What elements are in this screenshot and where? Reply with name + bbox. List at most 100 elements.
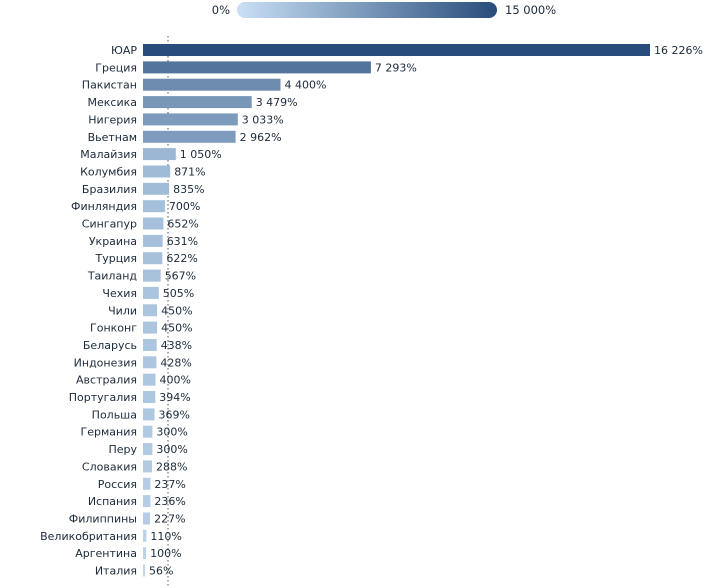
category-label: Германия <box>81 426 137 439</box>
bar <box>143 44 650 56</box>
category-label: Перу <box>108 443 137 456</box>
value-label: 3 479% <box>256 96 298 109</box>
value-label: 237% <box>154 478 185 491</box>
category-label: Словакия <box>82 460 137 473</box>
value-label: 110% <box>150 530 181 543</box>
value-label: 394% <box>159 391 190 404</box>
value-label: 369% <box>159 408 190 421</box>
category-label: Греция <box>95 61 137 74</box>
bar <box>143 200 165 213</box>
category-label: Италия <box>95 565 137 578</box>
bar <box>143 234 163 247</box>
bar <box>143 373 156 386</box>
value-label: 1 050% <box>180 148 222 161</box>
color-scale-legend: 0% 15 000% <box>212 2 556 18</box>
category-label: Беларусь <box>83 339 137 352</box>
category-label: Аргентина <box>75 547 137 560</box>
bar <box>143 529 147 542</box>
bar <box>143 356 157 369</box>
category-label: Таиланд <box>87 270 138 283</box>
category-label: Бразилия <box>82 183 137 196</box>
bar <box>143 165 171 178</box>
bar <box>143 339 157 351</box>
bar <box>143 61 371 74</box>
category-label: Финляндия <box>71 200 137 213</box>
bar <box>143 286 159 299</box>
value-label: 450% <box>161 322 192 335</box>
value-label: 56% <box>149 565 173 578</box>
category-label: Польша <box>92 408 137 421</box>
category-label: Малайзия <box>80 148 137 161</box>
bar <box>143 182 170 195</box>
value-label: 300% <box>156 443 187 456</box>
scale-max-label: 15 000% <box>505 3 556 17</box>
category-label: Колумбия <box>80 166 137 179</box>
bar <box>143 304 158 317</box>
category-label: Нигерия <box>88 113 137 126</box>
bar <box>143 564 145 577</box>
bar <box>143 425 153 438</box>
value-label: 631% <box>167 235 198 248</box>
value-label: 622% <box>166 252 197 265</box>
value-label: 652% <box>167 218 198 231</box>
bar <box>143 512 151 525</box>
value-label: 2 962% <box>240 131 282 144</box>
category-label: Чехия <box>102 287 137 300</box>
category-label: Австралия <box>76 374 137 387</box>
bar <box>143 495 151 508</box>
value-label: 4 400% <box>285 79 327 92</box>
value-label: 400% <box>160 374 191 387</box>
bar <box>143 460 152 473</box>
category-label: Сингапур <box>82 218 137 231</box>
bar <box>143 252 163 265</box>
bar <box>143 391 156 403</box>
bar <box>143 408 155 421</box>
value-label: 16 226% <box>654 44 703 57</box>
value-label: 7 293% <box>375 61 417 74</box>
value-label: 3 033% <box>242 113 284 126</box>
category-label: Гонконг <box>90 322 137 335</box>
category-label: Пакистан <box>82 79 137 92</box>
bar <box>143 130 236 143</box>
bar <box>143 148 176 161</box>
scale-min-label: 0% <box>212 3 230 17</box>
bars-layer: ЮАР 16 226% Греция 7 293% Пакистан 4 400% Мекс… <box>40 36 703 588</box>
bar <box>143 96 252 109</box>
bar <box>143 78 281 91</box>
value-label: 505% <box>163 287 194 300</box>
value-label: 438% <box>161 339 192 352</box>
category-label: Филиппины <box>69 513 137 526</box>
category-label: Мексика <box>88 96 137 109</box>
category-label: Россия <box>98 478 137 491</box>
bar <box>143 269 161 282</box>
category-label: Индонезия <box>74 356 137 369</box>
value-label: 100% <box>150 547 181 560</box>
category-label: ЮАР <box>111 44 137 57</box>
bar <box>143 113 238 126</box>
value-label: 227% <box>154 513 185 526</box>
value-label: 700% <box>169 200 200 213</box>
category-label: Чили <box>108 304 137 317</box>
bar <box>143 443 153 456</box>
value-label: 567% <box>165 270 196 283</box>
bar <box>143 547 147 560</box>
value-label: 300% <box>156 426 187 439</box>
category-label: Испания <box>88 495 137 508</box>
category-label: Украина <box>89 235 137 248</box>
category-label: Португалия <box>69 391 137 404</box>
category-label: Вьетнам <box>88 131 137 144</box>
bar <box>143 477 151 490</box>
value-label: 871% <box>174 166 205 179</box>
category-label: Великобритания <box>40 530 137 543</box>
value-label: 835% <box>173 183 204 196</box>
value-label: 236% <box>154 495 185 508</box>
bar <box>143 321 158 334</box>
color-scale-bar <box>237 2 497 18</box>
value-label: 428% <box>160 356 191 369</box>
category-label: Турция <box>95 252 137 265</box>
bar <box>143 217 164 230</box>
value-label: 450% <box>161 304 192 317</box>
value-label: 288% <box>156 460 187 473</box>
